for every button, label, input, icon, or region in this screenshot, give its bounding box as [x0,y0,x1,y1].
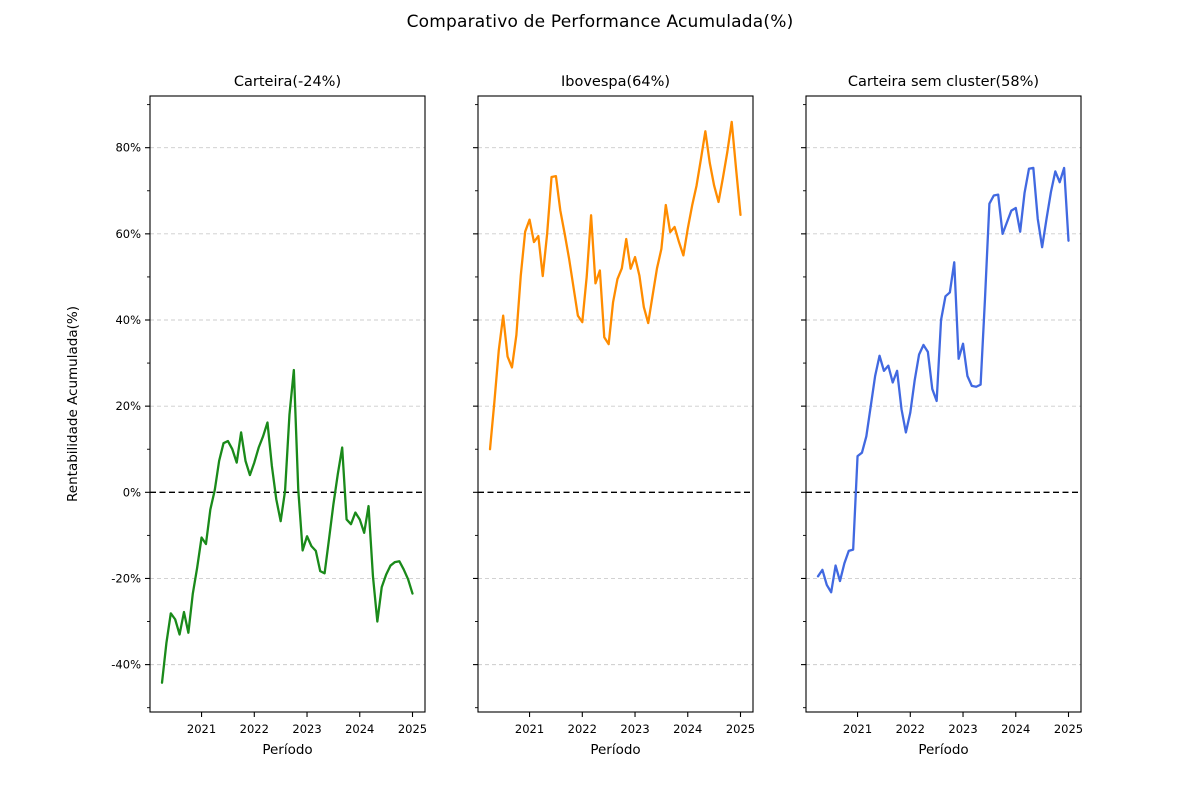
x-tick-label: 2022 [568,722,597,736]
plot-border [477,95,754,713]
figure-suptitle: Comparativo de Performance Acumulada(%) [406,12,794,32]
x-tick-label: 2022 [896,722,925,736]
subplot-2: 2021 2022 2023 2024 2025 Ibovespa(64%) Período [473,74,755,758]
series-line-3 [816,166,1070,594]
x-tick-label: 2025 [726,722,755,736]
y-tick-label: 20% [115,399,141,413]
x-tick-label: 2023 [620,722,649,736]
subplot-3: 2021 2022 2023 2024 2025 Carteira sem cluster… [801,74,1083,758]
series-line-2 [488,120,742,451]
x-tick-label: 2023 [948,722,977,736]
plot-border [149,95,426,713]
series-line-1 [160,368,414,684]
y-axis-label: Rentabilidade Acumulada(%) [65,306,81,502]
y-tick-label: 60% [115,227,141,241]
x-axis-label: Período [918,742,968,758]
x-tick-label: 2025 [1054,722,1083,736]
x-axis-label: Período [590,742,640,758]
subplot-title: Carteira(-24%) [234,74,341,90]
y-tick-label: -20% [111,571,141,585]
x-tick-label: 2025 [398,722,427,736]
plot-border [805,95,1082,713]
x-tick-label: 2021 [843,722,872,736]
x-tick-label: 2024 [1001,722,1030,736]
x-tick-label: 2021 [515,722,544,736]
y-tick-label: 40% [115,313,141,327]
x-tick-label: 2022 [240,722,269,736]
subplot-title: Carteira sem cluster(58%) [848,74,1039,90]
y-tick-label: 0% [123,485,141,499]
y-tick-label: -40% [111,658,141,672]
x-tick-label: 2024 [345,722,374,736]
x-axis-label: Período [262,742,312,758]
subplot-1: -40% -20% 0% 20% 40% 60% 80% 2021 2022 2023 2024 20… [111,74,427,758]
x-tick-label: 2024 [673,722,702,736]
x-tick-label: 2023 [292,722,321,736]
x-tick-label: 2021 [187,722,216,736]
y-tick-label: 80% [115,141,141,155]
subplot-title: Ibovespa(64%) [561,74,670,90]
